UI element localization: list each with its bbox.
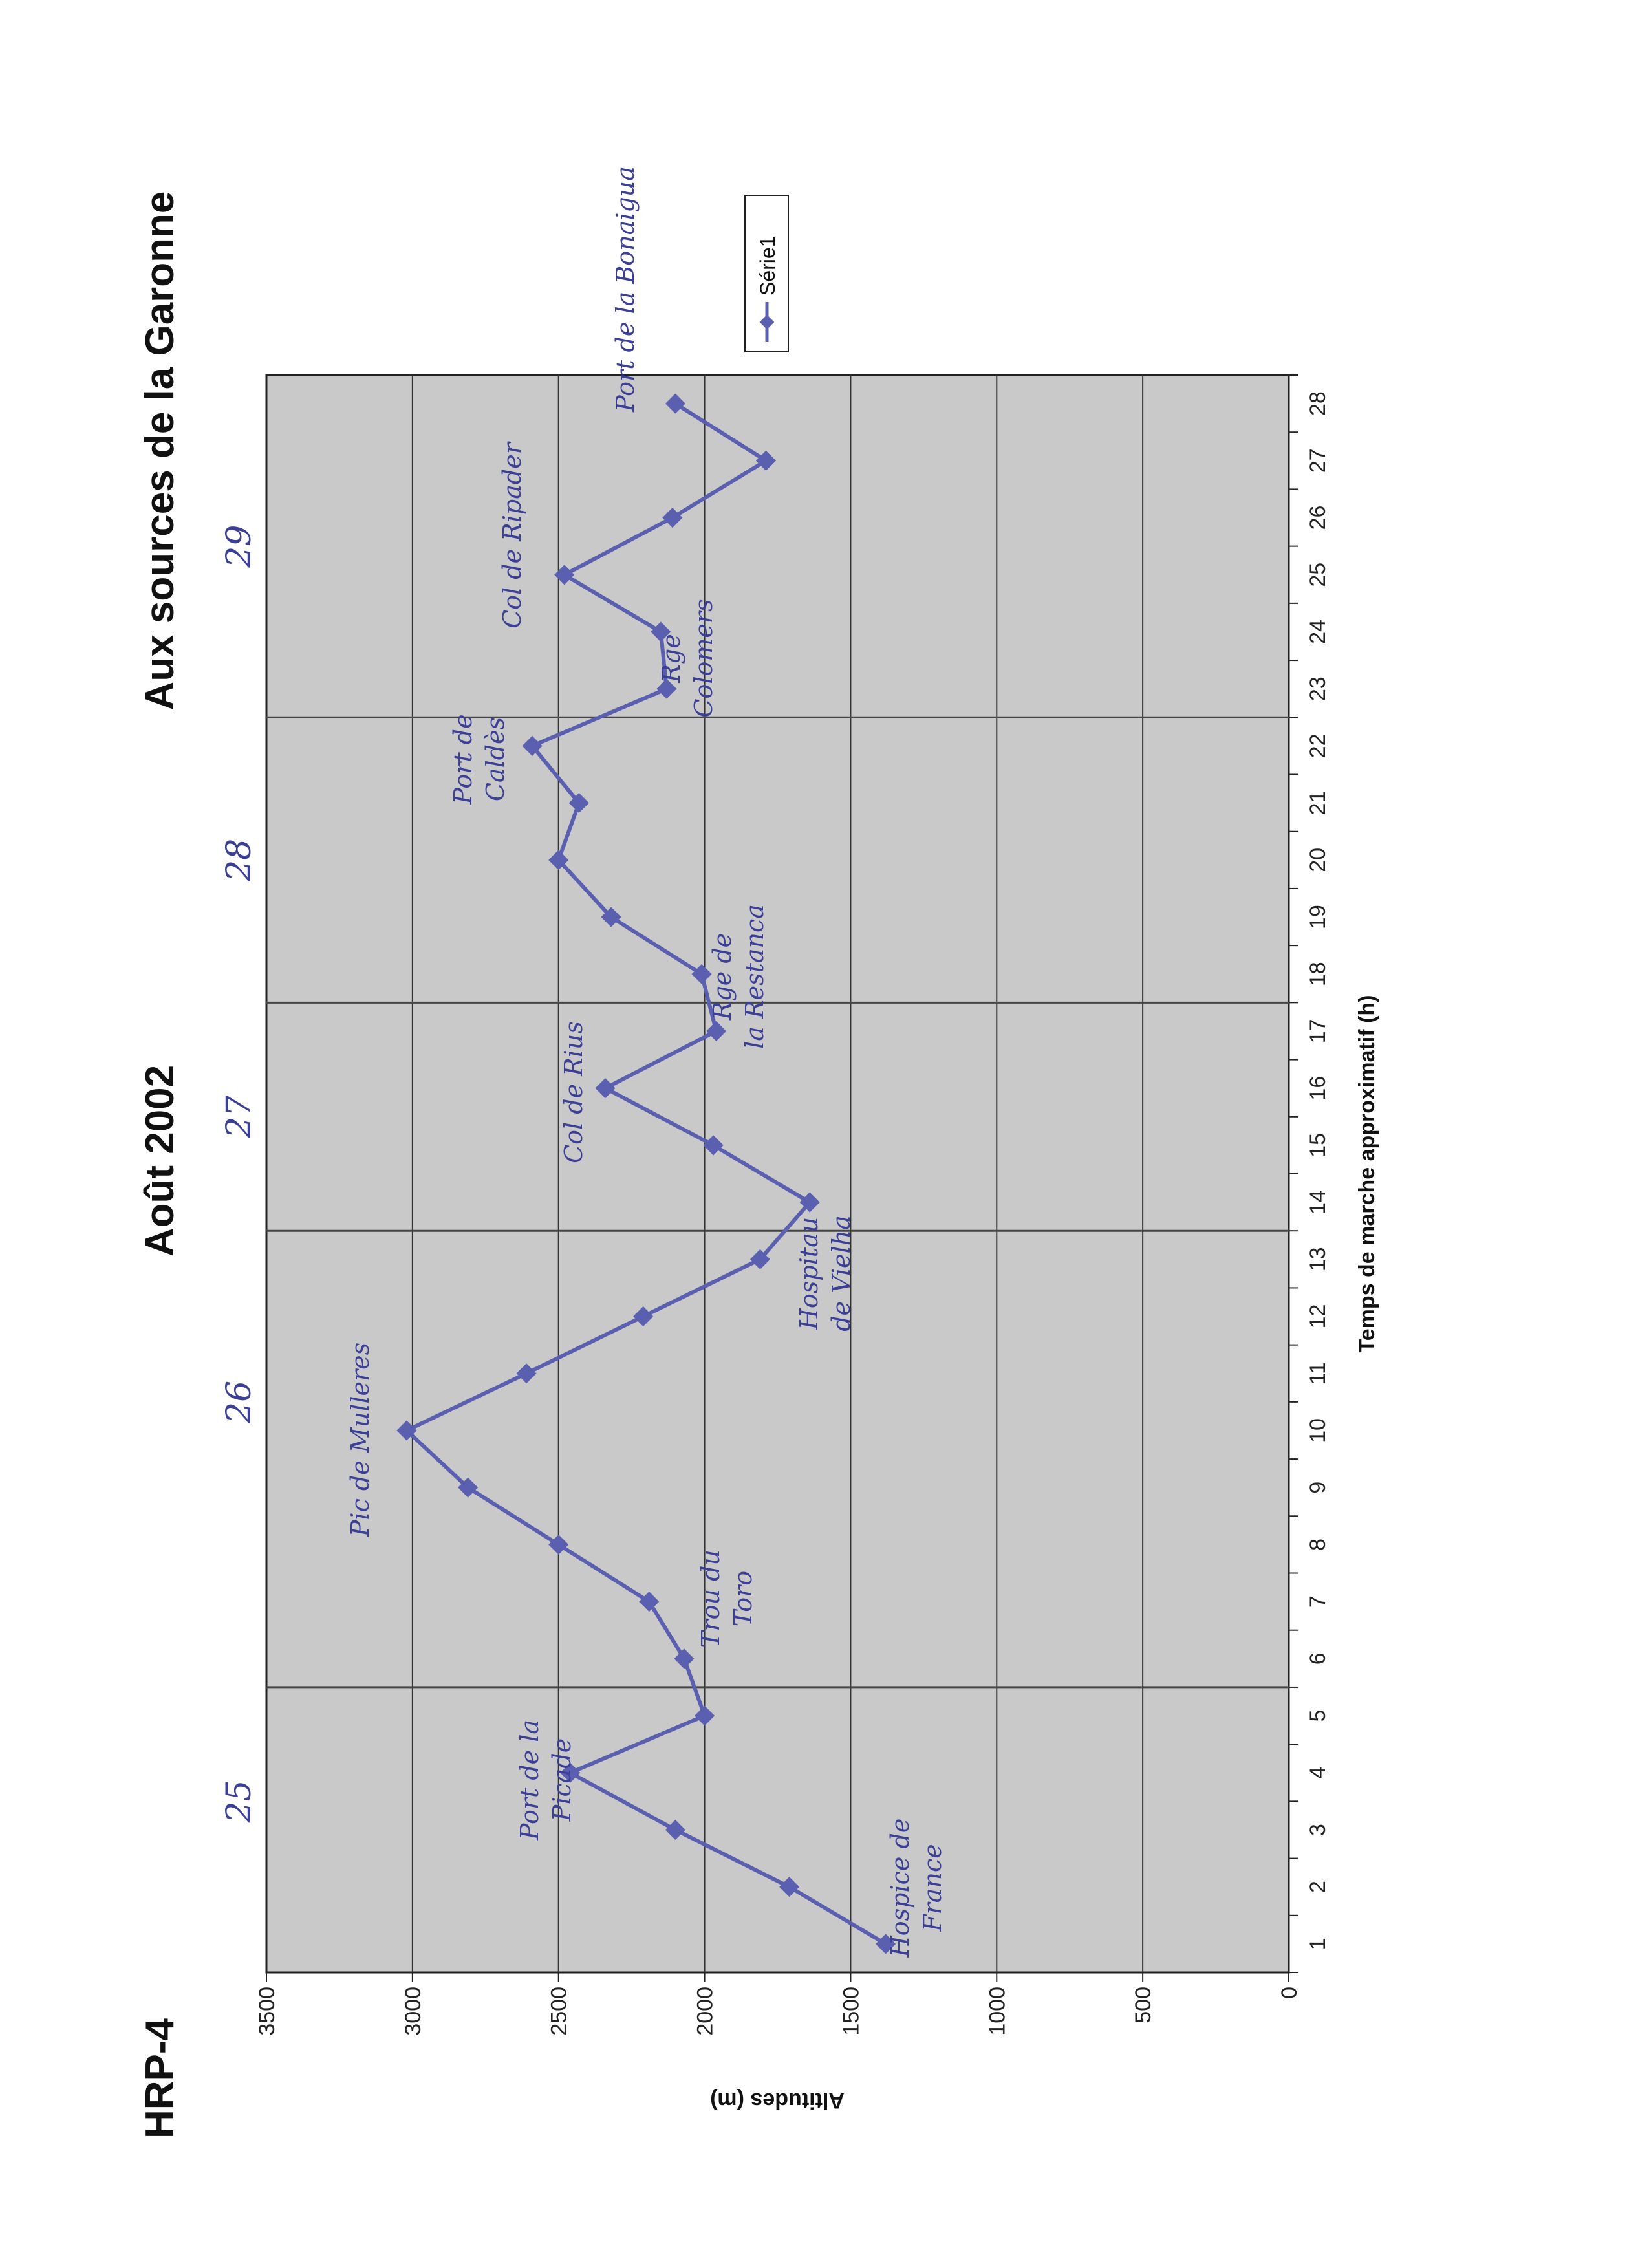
day-number-label: 27 — [220, 1095, 259, 1139]
plot-area — [265, 374, 1290, 1974]
day-number-label: 28 — [220, 839, 259, 882]
y-tick-label: 1000 — [985, 1987, 1009, 2036]
y-tick-label: 3000 — [401, 1987, 426, 2036]
day-number-label: 26 — [220, 1381, 259, 1424]
x-tick-label: 19 — [1306, 905, 1330, 929]
x-tick-label: 10 — [1306, 1418, 1330, 1443]
x-tick-label: 22 — [1306, 733, 1330, 758]
y-tick-label: 2000 — [693, 1987, 718, 2036]
place-annotation: Pic de Mulleres — [346, 1343, 374, 1537]
x-tick-label: 24 — [1306, 620, 1330, 644]
x-tick-label: 1 — [1306, 1938, 1330, 1950]
place-annotation: Colomers — [689, 599, 718, 717]
place-annotation: Port de la — [515, 1720, 544, 1841]
place-annotation: Col de Rius — [559, 1021, 588, 1163]
data-point — [706, 1021, 727, 1042]
place-annotation: France — [918, 1844, 947, 1932]
place-annotation: Hospice de — [886, 1819, 914, 1958]
data-point — [691, 964, 712, 984]
x-tick-label: 18 — [1306, 962, 1330, 986]
y-tick-label: 1500 — [839, 1987, 863, 2036]
x-tick-label: 26 — [1306, 506, 1330, 530]
data-point — [560, 1762, 581, 1783]
y-axis-title: Altitudes (m) — [710, 2088, 845, 2113]
x-tick-label: 14 — [1306, 1190, 1330, 1215]
place-annotation: de Vielha — [827, 1215, 856, 1332]
header-left-title: HRP-4 — [138, 2018, 182, 2139]
legend: Série1 — [744, 195, 789, 352]
data-point — [755, 450, 776, 471]
series-line — [403, 402, 887, 1946]
data-point — [749, 1249, 770, 1269]
y-tick-label: 3500 — [255, 1987, 279, 2036]
day-number-label: 29 — [220, 525, 259, 568]
chart-title: Aux sources de la Garonne — [138, 191, 182, 711]
x-axis-title: Temps de marche approximatif (h) — [1355, 995, 1379, 1353]
x-tick-label: 17 — [1306, 1019, 1330, 1044]
place-annotation: Col de Ripader — [498, 440, 526, 629]
data-point — [703, 1135, 724, 1156]
x-tick-label: 5 — [1306, 1710, 1330, 1722]
x-tick-label: 2 — [1306, 1881, 1330, 1893]
data-point — [516, 1363, 537, 1384]
header-center-title: Août 2002 — [138, 1065, 182, 1257]
legend-label: Série1 — [756, 236, 779, 296]
day-number-label: 25 — [220, 1780, 259, 1823]
y-tick-label: 0 — [1277, 1987, 1302, 1999]
place-annotation: Rge de — [708, 933, 737, 1021]
y-tick-label: 500 — [1131, 1987, 1156, 2024]
legend-box — [744, 195, 789, 352]
x-tick-label: 23 — [1306, 676, 1330, 701]
x-tick-label: 25 — [1306, 563, 1330, 587]
legend-marker — [759, 314, 775, 330]
x-tick-label: 6 — [1306, 1652, 1330, 1665]
place-annotation: Port de la Bonaigua — [611, 166, 640, 413]
x-tick-label: 8 — [1306, 1539, 1330, 1551]
place-annotation: Trou du — [696, 1550, 725, 1648]
x-tick-label: 28 — [1306, 391, 1330, 416]
place-annotation: Toro — [729, 1571, 757, 1626]
x-tick-label: 3 — [1306, 1824, 1330, 1836]
place-annotation: la Restanca — [740, 904, 769, 1049]
x-tick-label: 7 — [1306, 1595, 1330, 1608]
x-tick-label: 13 — [1306, 1247, 1330, 1271]
y-tick-label: 2500 — [547, 1987, 572, 2036]
x-tick-label: 20 — [1306, 848, 1330, 872]
data-point — [656, 678, 677, 699]
data-point — [522, 735, 543, 756]
place-annotation: Port de — [449, 714, 477, 805]
place-annotation: Rge — [657, 634, 685, 683]
place-annotation: Picade — [548, 1738, 576, 1822]
data-point — [665, 393, 685, 414]
data-point — [799, 1192, 820, 1213]
x-tick-label: 11 — [1306, 1362, 1330, 1385]
place-annotation: Caldès — [481, 717, 510, 801]
data-point — [568, 793, 589, 814]
x-tick-label: 16 — [1306, 1076, 1330, 1101]
x-tick-label: 12 — [1306, 1304, 1330, 1329]
x-tick-label: 21 — [1306, 791, 1330, 815]
x-tick-label: 15 — [1306, 1133, 1330, 1158]
data-point — [548, 1534, 569, 1555]
x-tick-label: 27 — [1306, 448, 1330, 473]
x-tick-label: 4 — [1306, 1767, 1330, 1779]
data-point — [548, 850, 569, 870]
x-tick-label: 9 — [1306, 1482, 1330, 1494]
place-annotation: Hospitau — [795, 1217, 823, 1330]
